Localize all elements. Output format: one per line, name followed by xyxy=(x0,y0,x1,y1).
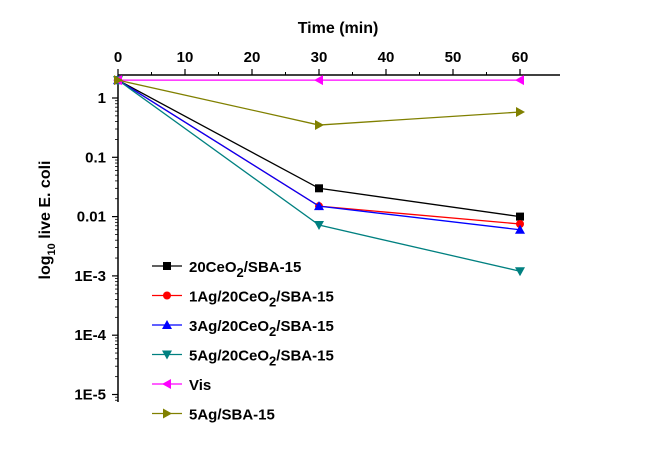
legend-item: 5Ag/SBA-15 xyxy=(152,407,275,424)
series-4 xyxy=(113,75,524,86)
legend-label: 5Ag/20CeO2/SBA-15 xyxy=(189,348,334,369)
x-tick-label: 0 xyxy=(114,49,122,66)
legend-label: 3Ag/20CeO2/SBA-15 xyxy=(189,318,334,339)
data-point xyxy=(515,224,525,234)
series-5 xyxy=(114,75,525,131)
legend-item: 5Ag/20CeO2/SBA-15 xyxy=(152,348,334,369)
legend-label: Vis xyxy=(189,377,211,394)
legend-marker xyxy=(163,408,172,419)
legend-item: 20CeO2/SBA-15 xyxy=(152,259,301,280)
y-axis-title: log10 live E. coli xyxy=(37,161,58,280)
x-tick-label: 50 xyxy=(445,49,462,66)
series-0 xyxy=(114,76,524,221)
data-point xyxy=(516,212,524,221)
series-3 xyxy=(113,76,525,277)
legend-label: 5Ag/SBA-15 xyxy=(189,407,275,424)
data-point xyxy=(314,221,324,231)
legend-label: 1Ag/20CeO2/SBA-15 xyxy=(189,289,334,310)
series-line xyxy=(117,79,521,272)
y-axis-title-sub: 10 xyxy=(46,243,58,255)
data-point xyxy=(314,201,324,211)
x-tick-label: 10 xyxy=(177,49,194,66)
legend-item: 1Ag/20CeO2/SBA-15 xyxy=(152,289,334,310)
y-tick-label: 1 xyxy=(98,90,106,107)
series-2 xyxy=(113,75,525,234)
legend-marker xyxy=(162,320,172,329)
x-tick-label: 60 xyxy=(512,49,529,66)
y-tick-label: 1E-4 xyxy=(74,327,106,344)
legend-marker xyxy=(163,291,171,300)
data-point xyxy=(114,75,123,86)
data-point xyxy=(515,75,524,86)
data-point xyxy=(515,267,525,277)
legend-marker xyxy=(163,262,171,270)
legend-marker xyxy=(162,350,172,360)
legend-item: 3Ag/20CeO2/SBA-15 xyxy=(152,318,334,339)
x-tick-label: 20 xyxy=(244,49,261,66)
series-line xyxy=(117,79,521,218)
series-layer xyxy=(113,75,525,277)
legend-label: 20CeO2/SBA-15 xyxy=(189,259,301,280)
legend-item: Vis xyxy=(152,377,211,394)
legend-marker xyxy=(162,379,171,389)
data-point xyxy=(314,75,323,86)
x-tick-label: 40 xyxy=(378,49,395,66)
y-axis-title-rest: live E. coli xyxy=(37,161,54,244)
y-tick-label: 1E-5 xyxy=(74,387,106,404)
axes: 0 10 20 30 40 50 60 1 0.1 0.01 1E-3 1E-4 1E-5 xyxy=(74,49,560,404)
data-point xyxy=(516,220,524,229)
data-point xyxy=(516,107,525,118)
y-tick-label: 1E-3 xyxy=(74,268,106,285)
data-point xyxy=(315,120,324,131)
legend: 20CeO2/SBA-15 1Ag/20CeO2/SBA-15 3Ag/20CeO… xyxy=(152,259,334,424)
y-tick-label: 0.1 xyxy=(85,149,106,166)
data-point xyxy=(315,184,323,193)
y-axis-title-main: log xyxy=(37,255,54,279)
x-tick-label: 30 xyxy=(311,49,328,66)
y-tick-label: 0.01 xyxy=(77,209,106,226)
x-axis-title: Time (min) xyxy=(298,20,379,37)
